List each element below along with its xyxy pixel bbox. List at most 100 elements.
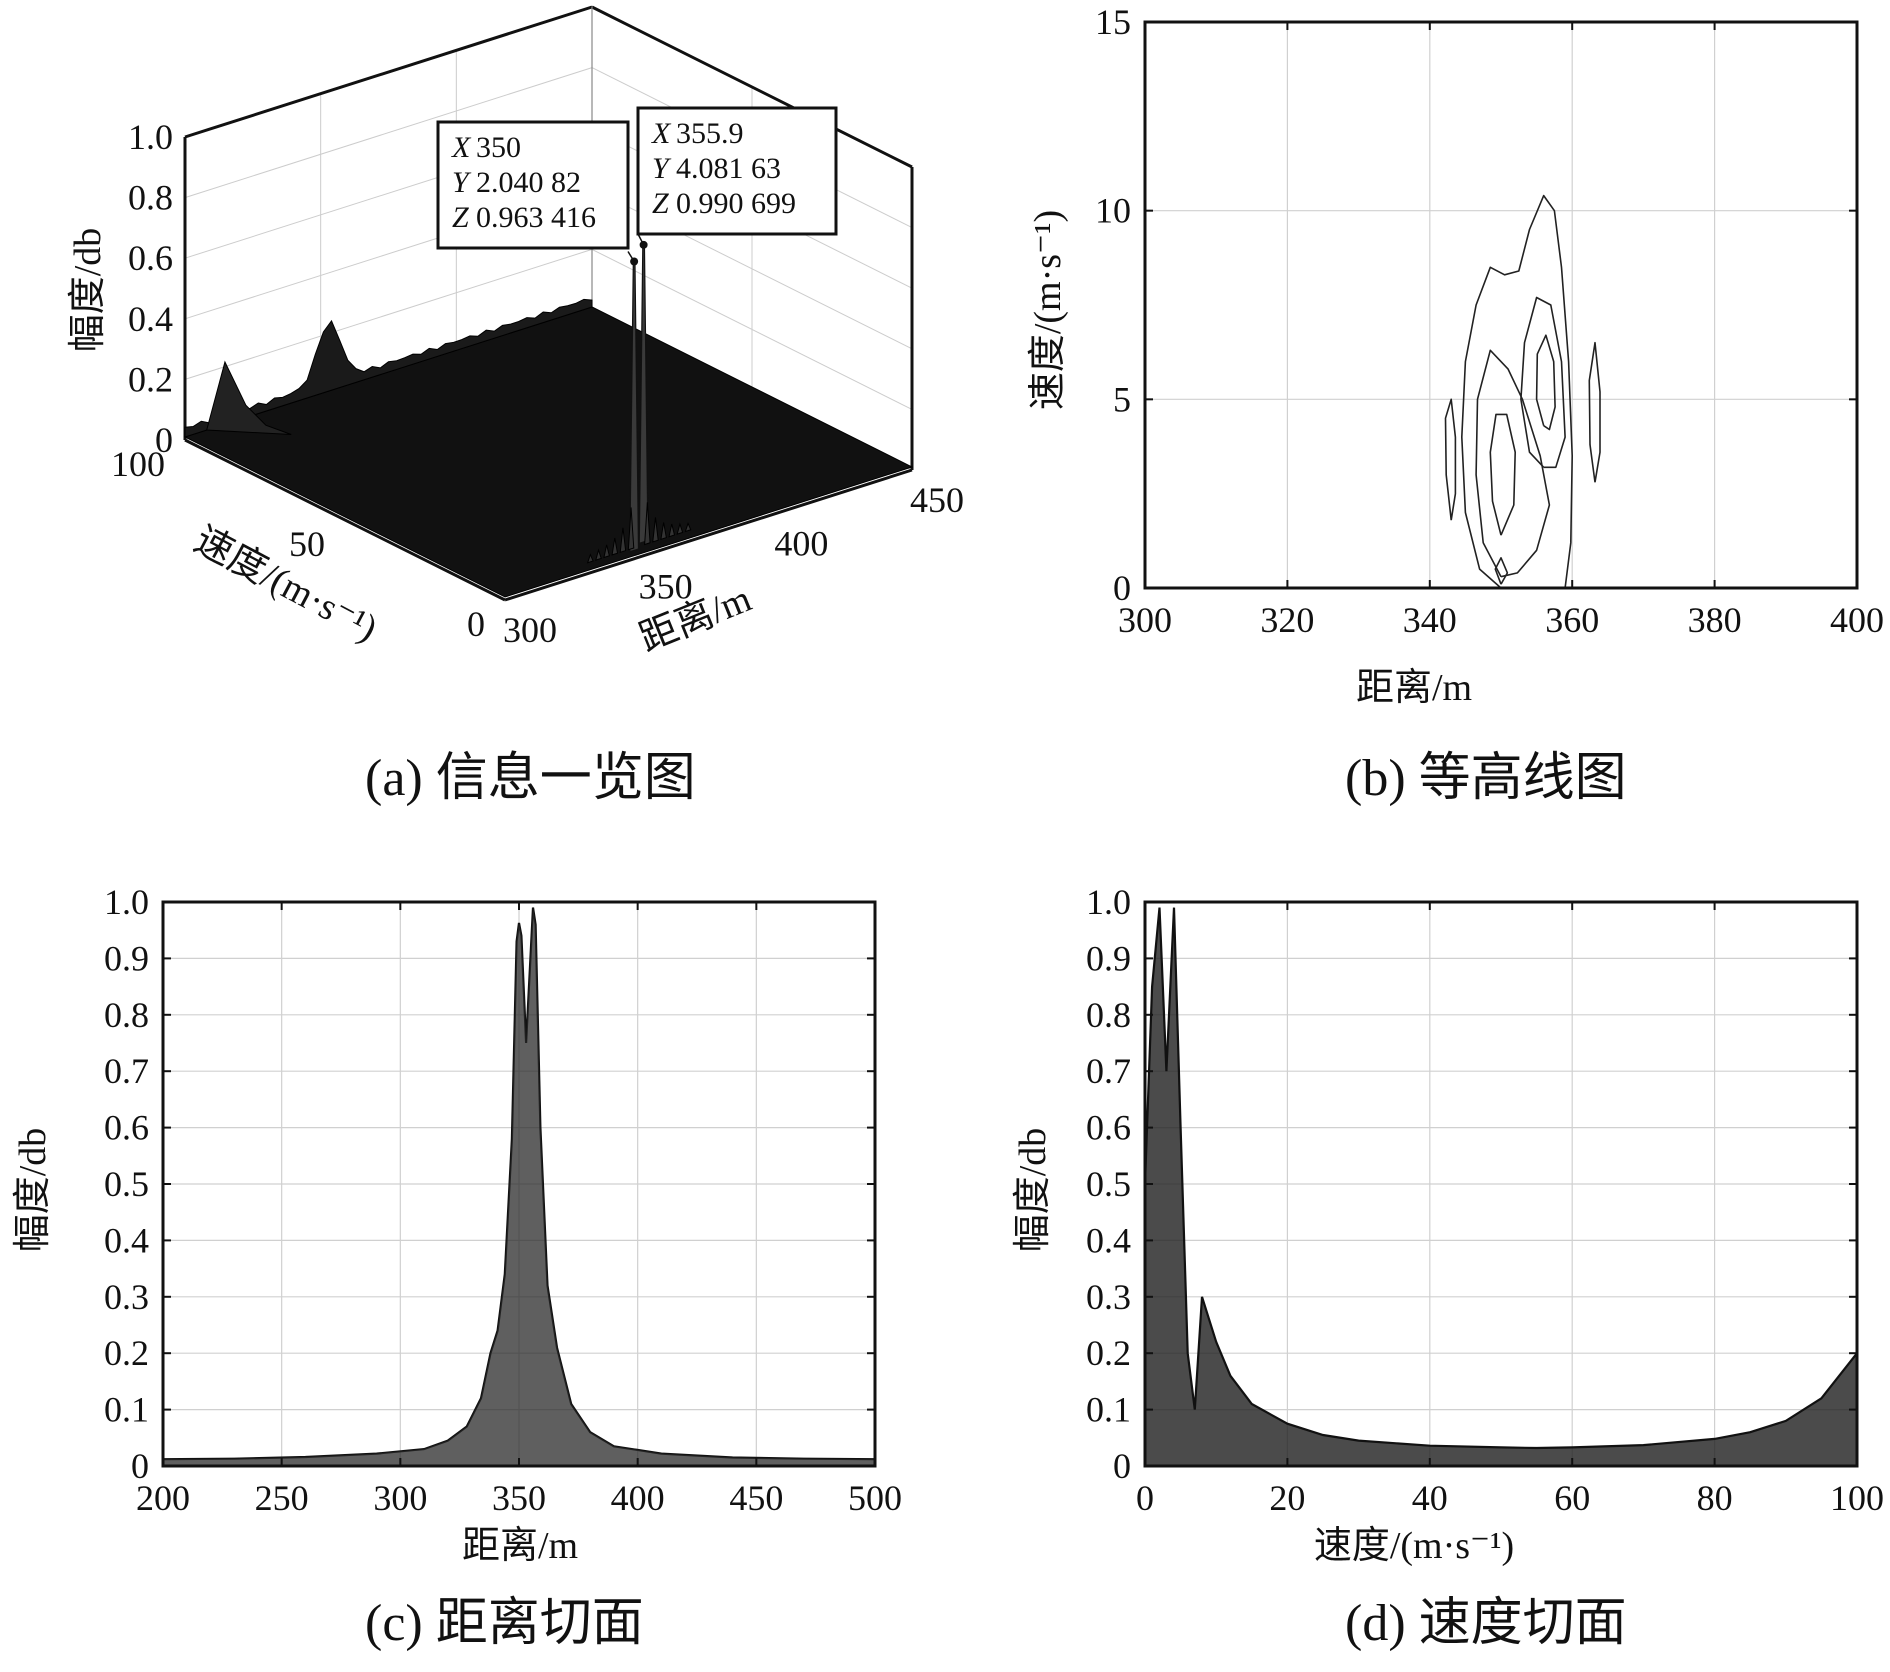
y-tick-label: 50 [289, 524, 325, 564]
y-tick-label: 15 [1095, 2, 1131, 42]
axis-ticks: 300 320 340 360 380 400 0 5 10 15 [1095, 2, 1884, 640]
x-tick-label: 250 [255, 1478, 309, 1518]
surface-sidelobe [603, 544, 610, 559]
surface-sidelobe [652, 517, 659, 543]
contour-main-left-inner [1489, 413, 1517, 536]
y-tick-label: 0.9 [1086, 938, 1131, 978]
x-tick-label: 0 [1136, 1478, 1154, 1518]
y-tick-label: 0 [1113, 568, 1131, 608]
contour-lines [1444, 194, 1601, 589]
axis-x-line [504, 468, 913, 602]
y-tick-label: 0.5 [1086, 1164, 1131, 1204]
contour-side-right [1588, 341, 1601, 483]
axis-ticks: 0 20 40 60 80 100 0 0.1 0.2 0.3 0.4 0.5 0.6 0.7 0.8 0.9… [1086, 882, 1884, 1518]
datatip-value: 0.990 699 [676, 187, 796, 220]
y-tick-label: 0.3 [104, 1277, 149, 1317]
y-tick-label: 0.7 [1086, 1051, 1131, 1091]
x-tick-label: 60 [1554, 1478, 1590, 1518]
x-tick-label: 450 [910, 480, 964, 520]
contour-main-right-ring [1520, 296, 1566, 469]
x-tick-label: 400 [774, 523, 828, 563]
x-tick-label: 500 [848, 1478, 902, 1518]
series-line [1143, 907, 1858, 1450]
grid-line-back [184, 248, 593, 380]
datatip-leader [637, 233, 645, 246]
y-tick-label: 100 [111, 444, 165, 484]
contour-side-left [1444, 398, 1457, 521]
x-tick-label: 300 [373, 1478, 427, 1518]
x-tick-label: 380 [1688, 600, 1742, 640]
datatip-box [436, 120, 630, 250]
y-tick-label: 0.9 [104, 938, 149, 978]
x-tick-label: 300 [1118, 600, 1172, 640]
series-lines [1143, 907, 1858, 1466]
panel-contour: 300 320 340 360 380 400 0 5 10 15 距离/m 速度/(m·s⁻¹)… [1000, 0, 1890, 820]
x-tick-label: 100 [1830, 1478, 1884, 1518]
x-axis-label: 速度/(m·s⁻¹) [1314, 1525, 1514, 1567]
z-axis-label: 幅度/db [67, 228, 109, 353]
axis-ticks: 0 0.2 0.4 0.6 0.8 1.0 300 350 400 450 0 50 100 [111, 117, 964, 650]
contour-main-left-ring [1475, 349, 1551, 578]
datatip-value: 0.963 416 [476, 201, 596, 234]
datatip-axis-label: X [451, 131, 472, 164]
x-axis-label: 距离/m [1356, 667, 1472, 709]
y-tick-label: 0.5 [104, 1164, 149, 1204]
datatip-value: 2.040 82 [476, 166, 581, 199]
x-tick-label: 400 [1830, 600, 1884, 640]
y-tick-label: 0.7 [104, 1051, 149, 1091]
surface-sidelobe [660, 522, 667, 541]
surface-secondary-peak [206, 360, 292, 436]
z-tick-label: 0 [155, 420, 173, 460]
z-tick-label: 1.0 [128, 117, 173, 157]
datatip-value: 350 [476, 131, 521, 164]
plot-grid [1144, 901, 1858, 1467]
y-tick-label: 0 [467, 604, 485, 644]
caption-a: (a) 信息一览图 [365, 750, 696, 807]
panel-velocity-cut: 0 20 40 60 80 100 0 0.1 0.2 0.3 0.4 0.5 0.6 0.7 0.8 0.9… [1000, 860, 1890, 1667]
z-tick-label: 0.2 [128, 359, 173, 399]
axis-y-line [184, 438, 506, 602]
y-tick-label: 0.2 [1086, 1333, 1131, 1373]
y-tick-label: 0.1 [104, 1390, 149, 1430]
caption-c: (c) 距离切面 [365, 1595, 644, 1652]
x-tick-label: 450 [729, 1478, 783, 1518]
grid-line-back [184, 67, 593, 199]
box-edge-top-back [184, 5, 593, 139]
plot-frame [1143, 20, 1859, 590]
y-tick-label: 1.0 [104, 882, 149, 922]
surface-back-ridge [184, 298, 593, 438]
contour-main-center [1494, 556, 1509, 585]
caption-b: (b) 等高线图 [1345, 750, 1627, 807]
y-tick-label: 0.8 [1086, 995, 1131, 1035]
surface-sidelobe [619, 527, 627, 554]
z-tick-label: 0.4 [128, 299, 173, 339]
axis-ticks: 200 250 300 350 400 450 500 0 0.1 0.2 0.3 0.4 0.5 0.6… [104, 882, 902, 1518]
series-lines [162, 907, 876, 1466]
caption-d: (d) 速度切面 [1345, 1595, 1627, 1652]
plot-grid [1144, 21, 1858, 589]
x-tick-label: 200 [136, 1478, 190, 1518]
surface-sidelobe [611, 537, 619, 556]
y-tick-label: 0.8 [104, 995, 149, 1035]
z-tick-label: 0.8 [128, 178, 173, 218]
datatip-leader [627, 251, 635, 262]
velocity-cut-plot: 0 20 40 60 80 100 0 0.1 0.2 0.3 0.4 0.5 0.6 0.7 0.8 0.9… [1012, 882, 1884, 1567]
y-axis-label: 速度/(m·s⁻¹) [1027, 210, 1069, 410]
x-tick-label: 360 [1545, 600, 1599, 640]
x-tick-label: 40 [1412, 1478, 1448, 1518]
y-tick-label: 0 [1113, 1446, 1131, 1486]
surface-sidelobe [586, 553, 594, 564]
datatip-box [636, 106, 838, 236]
y-tick-label: 0.3 [1086, 1277, 1131, 1317]
panel-overview-3d: 0 0.2 0.4 0.6 0.8 1.0 300 350 400 450 0 50 100 X 350 Y… [0, 0, 1000, 820]
datatip-value: 355.9 [676, 117, 744, 150]
x-tick-label: 350 [639, 567, 693, 607]
y-tick-label: 10 [1095, 191, 1131, 231]
y-axis-label: 幅度/db [12, 1128, 54, 1253]
y-tick-label: 0.4 [1086, 1220, 1131, 1260]
surface-sidelobe [668, 523, 676, 538]
contour-main-left-outer [1460, 194, 1574, 589]
x-tick-label: 350 [492, 1478, 546, 1518]
contour-main-right-inner [1535, 334, 1556, 431]
